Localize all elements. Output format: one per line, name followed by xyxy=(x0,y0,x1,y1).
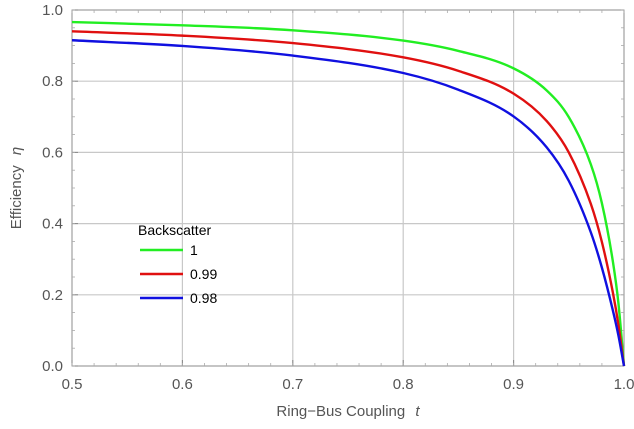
legend-title: Backscatter xyxy=(138,222,211,238)
x-tick-label: 0.7 xyxy=(282,376,303,393)
x-tick-label: 0.9 xyxy=(503,376,524,393)
x-axis-label-symbol: t xyxy=(415,403,420,420)
x-axis-label: Ring−Bus Coupling t xyxy=(276,403,420,420)
series-line-1 xyxy=(71,30,626,367)
x-tick-label: 1.0 xyxy=(614,376,634,393)
y-tick-label: 0.4 xyxy=(42,216,63,233)
series-line-0 xyxy=(71,20,626,367)
y-tick-label: 0.8 xyxy=(42,73,63,90)
y-tick-label: 0.2 xyxy=(42,287,63,304)
y-tick-label: 0.6 xyxy=(42,144,63,161)
x-axis-label-text: Ring−Bus Coupling xyxy=(276,403,405,420)
x-tick-label: 0.8 xyxy=(393,376,414,393)
series-line-2 xyxy=(71,39,626,367)
y-axis-label-symbol: η xyxy=(8,147,25,155)
legend-items: 1 0.99 0.98 xyxy=(140,242,217,306)
y-tick-label: 1.0 xyxy=(42,2,63,19)
y-axis-label: Efficiency η xyxy=(8,147,25,229)
x-tick-label: 0.5 xyxy=(62,376,83,393)
legend-label: 0.98 xyxy=(190,290,217,306)
series-lines xyxy=(71,20,626,367)
legend-label: 0.99 xyxy=(190,266,217,282)
legend-label: 1 xyxy=(190,242,198,258)
legend: Backscatter 1 0.99 0.98 xyxy=(138,222,217,306)
y-tick-label: 0.0 xyxy=(42,358,63,375)
axis-ticks: 0.5 0.6 0.7 0.8 0.9 1.0 0.0 0.2 0.4 0.6 0.8 1.0 xyxy=(42,2,634,393)
x-tick-label: 0.6 xyxy=(172,376,193,393)
y-axis-label-text: Efficiency xyxy=(8,165,25,229)
